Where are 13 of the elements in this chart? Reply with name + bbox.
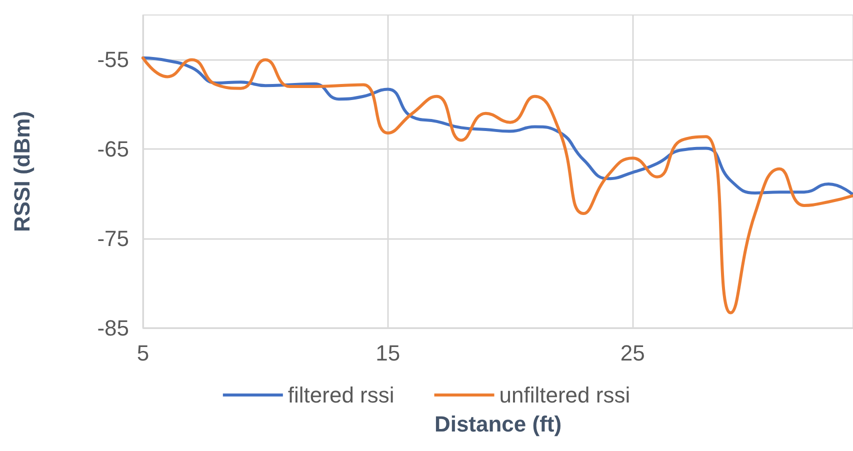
- y-tick-label: -55: [97, 47, 129, 72]
- x-tick-label: 15: [376, 340, 400, 366]
- y-tick-label: -85: [97, 316, 129, 340]
- legend-label: filtered rssi: [288, 382, 394, 408]
- x-tick-label: 25: [620, 340, 645, 366]
- line-series: [142, 56, 853, 314]
- y-axis-title: RSSI (dBm): [10, 111, 34, 232]
- x-axis-title: Distance (ft): [434, 412, 562, 436]
- legend-label: unfiltered rssi: [499, 382, 630, 408]
- x-tick-label: 5: [136, 340, 150, 366]
- y-tick-label: -65: [97, 136, 129, 162]
- line-series: [142, 56, 853, 196]
- y-tick-label: -75: [97, 226, 129, 252]
